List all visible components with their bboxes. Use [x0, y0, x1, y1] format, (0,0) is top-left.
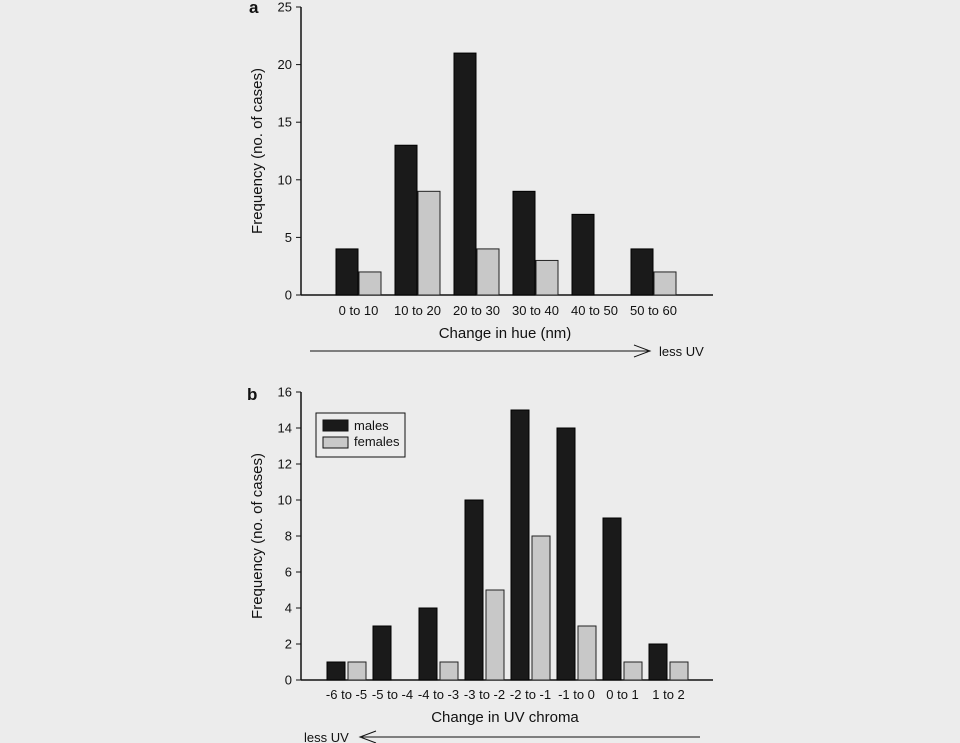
bar-females	[653, 271, 677, 296]
bar-males	[512, 190, 536, 296]
y-tick-label: 4	[285, 601, 292, 616]
x-tick-label: 1 to 2	[652, 687, 685, 702]
x-tick-label: -6 to -5	[326, 687, 367, 702]
x-tick-label: 30 to 40	[512, 303, 559, 318]
x-tick-label: -2 to -1	[510, 687, 551, 702]
panel-b-arrow-label: less UV	[304, 730, 349, 743]
y-tick-label: 8	[285, 529, 292, 544]
bar-females	[669, 661, 689, 681]
panel-a-bars	[335, 52, 677, 296]
panel-b-x-axis-title: Change in UV chroma	[431, 709, 579, 726]
x-tick-label: 0 to 1	[606, 687, 639, 702]
x-tick-label: 40 to 50	[571, 303, 618, 318]
panel-b-axes	[296, 391, 713, 681]
bar-females	[476, 248, 500, 296]
panel-a-x-axis-title: Change in hue (nm)	[439, 325, 572, 342]
bar-males	[556, 427, 576, 681]
bar-females	[531, 535, 551, 681]
bar-males	[453, 52, 477, 296]
y-tick-label: 2	[285, 637, 292, 652]
bar-females	[535, 259, 559, 296]
y-tick-label: 0	[285, 673, 292, 688]
bar-males	[510, 409, 530, 681]
x-tick-label: 20 to 30	[453, 303, 500, 318]
bar-males	[648, 643, 668, 681]
panel-a: a 0 5 10 15 20 25 0 to 10 10 to 20 20 to 30 30 to…	[249, 0, 713, 359]
y-tick-label: 16	[278, 385, 292, 400]
legend-males-label: males	[354, 418, 389, 433]
bar-females	[417, 190, 441, 296]
bar-males	[418, 607, 438, 681]
y-tick-label: 20	[278, 57, 292, 72]
panel-a-arrow-head	[633, 344, 652, 358]
y-tick-label: 15	[278, 115, 292, 130]
y-tick-label: 5	[285, 230, 292, 245]
panel-a-arrow-label: less UV	[659, 344, 704, 359]
panel-b-direction-arrow: less UV	[304, 730, 700, 743]
bar-males	[464, 499, 484, 681]
y-tick-label: 10	[278, 493, 292, 508]
panel-a-direction-arrow: less UV	[310, 344, 704, 359]
bar-females	[577, 625, 597, 681]
bar-females	[485, 589, 505, 681]
panel-a-letter: a	[249, 0, 259, 17]
bar-males	[394, 144, 418, 296]
legend-box	[315, 412, 406, 458]
y-tick-label: 25	[278, 0, 292, 15]
bar-males	[571, 213, 595, 296]
x-tick-label: 10 to 20	[394, 303, 441, 318]
bar-females	[358, 271, 382, 296]
panel-b-y-axis-title: Frequency (no. of cases)	[249, 453, 266, 619]
panel-a-y-axis-title: Frequency (no. of cases)	[249, 68, 266, 234]
bar-females	[439, 661, 459, 681]
panel-a-tick-labels: 0 5 10 15 20 25 0 to 10 10 to 20 20 to 30 30 to 4…	[278, 0, 677, 318]
x-tick-label: -3 to -2	[464, 687, 505, 702]
x-tick-label: -5 to -4	[372, 687, 413, 702]
panel-b-tick-labels: 0 2 4 6 8 10 12 14 16 -6 to -5 -5 to -4 -4 to -3 -3 …	[278, 385, 685, 703]
bar-males	[372, 625, 392, 681]
legend-females-swatch	[322, 436, 349, 449]
bar-males	[630, 248, 654, 296]
legend-females-label: females	[354, 434, 400, 449]
y-tick-label: 10	[278, 172, 292, 187]
y-tick-label: 14	[278, 421, 292, 436]
x-tick-label: 50 to 60	[630, 303, 677, 318]
panel-b-arrow-head	[358, 730, 377, 743]
legend: males females	[315, 412, 406, 458]
bar-males	[335, 248, 359, 296]
x-tick-label: -4 to -3	[418, 687, 459, 702]
bar-males	[326, 661, 346, 681]
y-tick-label: 0	[285, 288, 292, 303]
x-tick-label: 0 to 10	[339, 303, 379, 318]
bar-females	[623, 661, 643, 681]
y-tick-label: 6	[285, 565, 292, 580]
y-tick-label: 12	[278, 457, 292, 472]
legend-males-swatch	[322, 419, 349, 432]
panel-b-letter: b	[247, 385, 257, 404]
bar-males	[602, 517, 622, 681]
panel-b-bars	[326, 409, 689, 681]
x-tick-label: -1 to 0	[558, 687, 595, 702]
bar-females	[347, 661, 367, 681]
